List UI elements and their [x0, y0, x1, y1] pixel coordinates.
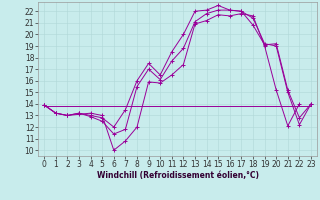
X-axis label: Windchill (Refroidissement éolien,°C): Windchill (Refroidissement éolien,°C): [97, 171, 259, 180]
